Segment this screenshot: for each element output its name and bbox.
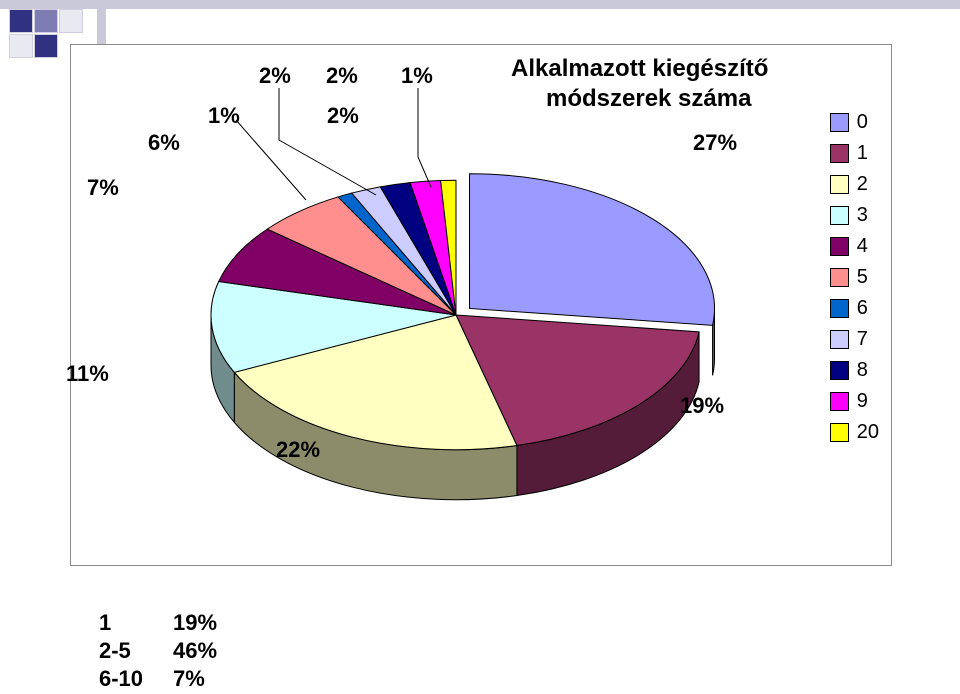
legend-swatch [830, 175, 849, 194]
legend-swatch [830, 144, 849, 163]
summary-pct: 46% [173, 638, 245, 664]
legend-label: 8 [857, 359, 868, 382]
decoration-square [9, 9, 33, 33]
legend-item: 7 [830, 328, 879, 351]
legend-item: 8 [830, 359, 879, 382]
decoration-square [9, 34, 33, 58]
legend-label: 0 [857, 111, 868, 134]
summary-range: 6-10 [99, 666, 171, 692]
legend-label: 3 [857, 204, 868, 227]
legend-item: 5 [830, 266, 879, 289]
summary-pct: 7% [173, 666, 245, 692]
legend-item: 1 [830, 142, 879, 165]
legend-label: 7 [857, 328, 868, 351]
legend-label: 6 [857, 297, 868, 320]
legend-label: 2 [857, 173, 868, 196]
chart-container: Alkalmazott kiegészítő módszerek száma 2… [70, 44, 892, 566]
decoration-square [59, 9, 83, 33]
leader-lines [71, 45, 891, 565]
summary-pct: 19% [173, 610, 245, 636]
legend-item: 9 [830, 390, 879, 413]
legend-swatch [830, 330, 849, 349]
legend-swatch [830, 392, 849, 411]
legend-swatch [830, 113, 849, 132]
legend-swatch [830, 237, 849, 256]
decoration-square [34, 34, 58, 58]
decoration-bar-top [0, 0, 960, 9]
summary-range: 2-5 [99, 638, 171, 664]
legend-label: 9 [857, 390, 868, 413]
summary-row: 119% [99, 610, 245, 636]
legend-swatch [830, 423, 849, 442]
summary-range: 1 [99, 610, 171, 636]
legend: 0 1 2 3 4 5 6 7 8 9 20 [830, 103, 879, 452]
summary-row: 6-107% [99, 666, 245, 692]
legend-item: 3 [830, 204, 879, 227]
summary-row: 2-546% [99, 638, 245, 664]
legend-swatch [830, 361, 849, 380]
legend-label: 5 [857, 266, 868, 289]
legend-swatch [830, 268, 849, 287]
legend-label: 20 [857, 421, 879, 444]
legend-label: 1 [857, 142, 868, 165]
legend-item: 20 [830, 421, 879, 444]
legend-item: 2 [830, 173, 879, 196]
legend-label: 4 [857, 235, 868, 258]
summary-table: 119%2-546%6-107% [97, 608, 247, 694]
decoration-square [34, 9, 58, 33]
legend-item: 0 [830, 111, 879, 134]
legend-item: 6 [830, 297, 879, 320]
legend-swatch [830, 299, 849, 318]
legend-item: 4 [830, 235, 879, 258]
legend-swatch [830, 206, 849, 225]
